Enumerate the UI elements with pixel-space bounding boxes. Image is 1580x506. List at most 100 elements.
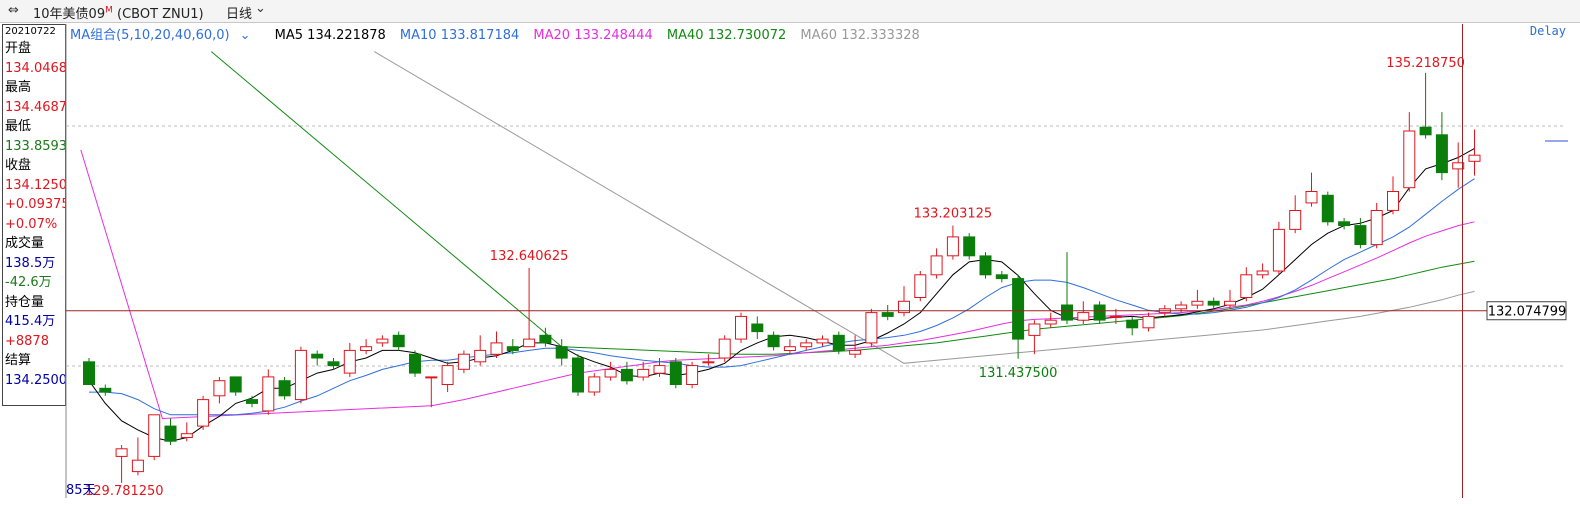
candle[interactable] bbox=[816, 335, 829, 347]
candle[interactable] bbox=[702, 354, 715, 366]
candle[interactable] bbox=[360, 339, 373, 355]
candle[interactable] bbox=[131, 437, 144, 476]
candle[interactable] bbox=[1272, 221, 1285, 275]
candle[interactable] bbox=[229, 376, 242, 396]
ma-group-selector[interactable]: MA组合(5,10,20,40,60,0) ⌄ bbox=[70, 28, 251, 43]
candle[interactable] bbox=[930, 248, 943, 279]
candle[interactable] bbox=[1256, 263, 1269, 279]
candle[interactable] bbox=[506, 339, 519, 355]
candle[interactable] bbox=[767, 331, 780, 351]
candle[interactable] bbox=[1012, 274, 1025, 359]
candle[interactable] bbox=[327, 358, 340, 370]
candle[interactable] bbox=[1207, 297, 1220, 309]
candle[interactable] bbox=[1044, 312, 1057, 328]
candle[interactable] bbox=[849, 335, 862, 359]
candle[interactable] bbox=[425, 376, 438, 408]
candle-body bbox=[278, 380, 291, 397]
candle[interactable] bbox=[914, 271, 927, 302]
candle[interactable] bbox=[1403, 112, 1416, 192]
candle[interactable] bbox=[555, 339, 568, 366]
candle[interactable] bbox=[800, 339, 813, 351]
candle[interactable] bbox=[294, 346, 307, 404]
candle-body bbox=[294, 349, 307, 401]
volume-change: -42.6万 bbox=[5, 275, 52, 290]
candle[interactable] bbox=[180, 422, 193, 442]
candle[interactable] bbox=[718, 335, 731, 362]
candle[interactable] bbox=[1126, 316, 1139, 336]
candle[interactable] bbox=[311, 350, 324, 366]
candle[interactable] bbox=[164, 418, 177, 446]
candle[interactable] bbox=[865, 308, 878, 347]
candle[interactable] bbox=[898, 286, 910, 317]
ma40-line bbox=[210, 51, 1475, 355]
candle[interactable] bbox=[1452, 142, 1465, 188]
candle[interactable] bbox=[148, 414, 161, 461]
candle[interactable] bbox=[523, 267, 536, 348]
candle[interactable] bbox=[995, 271, 1008, 283]
candle[interactable] bbox=[1191, 289, 1204, 309]
candle[interactable] bbox=[83, 358, 95, 385]
contract-title[interactable]: 10年美债09M (CBOT ZNU1) bbox=[33, 5, 204, 22]
period-selector[interactable]: 日线 bbox=[226, 7, 253, 22]
candle[interactable] bbox=[637, 361, 650, 381]
candle[interactable] bbox=[1109, 308, 1122, 324]
candle[interactable] bbox=[1354, 218, 1367, 249]
candle[interactable] bbox=[539, 327, 552, 347]
ma20-legend: MA20 133.248444 bbox=[533, 28, 653, 43]
chevron-down-icon[interactable]: ⌄ bbox=[239, 28, 251, 43]
candle[interactable] bbox=[604, 361, 617, 381]
volume-value: 138.5万 bbox=[5, 255, 56, 271]
candle[interactable] bbox=[686, 361, 699, 389]
candle[interactable] bbox=[197, 395, 210, 430]
candle[interactable] bbox=[1224, 289, 1236, 309]
low-value: 133.8593 bbox=[5, 138, 66, 154]
candle[interactable] bbox=[1370, 202, 1383, 249]
candle[interactable] bbox=[246, 395, 258, 408]
candle[interactable] bbox=[1435, 112, 1448, 181]
candle[interactable] bbox=[669, 358, 682, 389]
candle[interactable] bbox=[392, 331, 405, 351]
candle[interactable] bbox=[115, 445, 128, 483]
chevron-down-icon[interactable]: ⌄ bbox=[255, 1, 266, 16]
candle[interactable] bbox=[409, 350, 421, 377]
candle[interactable] bbox=[376, 335, 389, 347]
candle[interactable] bbox=[343, 342, 356, 377]
candle[interactable] bbox=[1387, 176, 1399, 215]
candle[interactable] bbox=[457, 350, 470, 374]
candle[interactable] bbox=[1077, 301, 1090, 324]
candle[interactable] bbox=[474, 335, 487, 366]
candle[interactable] bbox=[213, 376, 226, 404]
link-icon[interactable]: ⇔ bbox=[8, 3, 19, 18]
candle[interactable] bbox=[441, 361, 454, 393]
candle[interactable] bbox=[751, 316, 764, 340]
candle[interactable] bbox=[735, 312, 747, 343]
candle-body bbox=[1109, 315, 1122, 318]
candle[interactable] bbox=[783, 339, 796, 355]
candle[interactable] bbox=[1240, 267, 1253, 302]
candle[interactable] bbox=[1061, 252, 1073, 324]
candle[interactable] bbox=[278, 376, 291, 400]
candle[interactable] bbox=[1321, 191, 1334, 226]
candle-body bbox=[669, 361, 682, 385]
candle[interactable] bbox=[1093, 301, 1106, 324]
candle[interactable] bbox=[946, 225, 959, 260]
candle[interactable] bbox=[979, 252, 992, 279]
candle[interactable] bbox=[963, 233, 976, 260]
candle[interactable] bbox=[881, 305, 894, 321]
candle[interactable] bbox=[572, 354, 584, 396]
candle[interactable] bbox=[262, 369, 275, 415]
candle[interactable] bbox=[1142, 312, 1155, 332]
candle[interactable] bbox=[1338, 218, 1351, 230]
candle[interactable] bbox=[832, 331, 845, 355]
candle[interactable] bbox=[1419, 72, 1432, 139]
candle[interactable] bbox=[588, 373, 601, 396]
candle[interactable] bbox=[1028, 320, 1041, 355]
candle[interactable] bbox=[653, 358, 666, 377]
candle[interactable] bbox=[99, 384, 112, 396]
candle[interactable] bbox=[620, 361, 633, 385]
candle[interactable] bbox=[1305, 172, 1318, 207]
candle[interactable] bbox=[1289, 195, 1302, 234]
candle[interactable] bbox=[1468, 129, 1481, 176]
candle[interactable] bbox=[490, 331, 503, 359]
